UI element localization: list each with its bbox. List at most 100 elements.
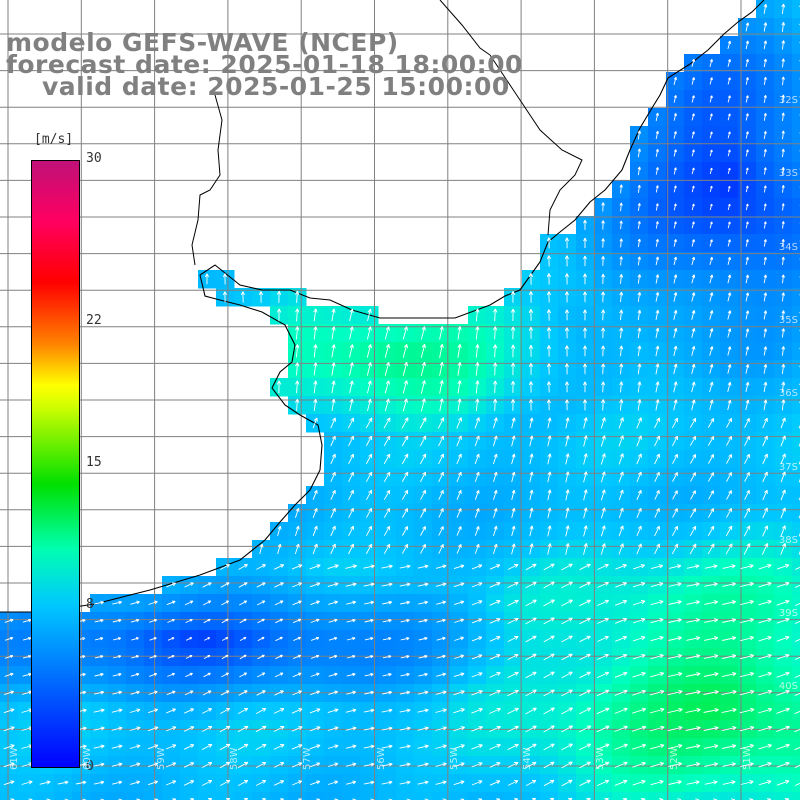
wind-arrow [677,798,682,800]
wind-arrow [703,672,719,677]
wind-arrow [190,798,195,800]
wind-arrow [401,471,409,483]
wind-arrow [438,435,444,447]
wind-arrow [366,326,372,340]
wind-arrow [596,707,610,715]
wind-arrow [745,256,749,266]
wind-arrow [776,635,790,642]
wind-arrow [381,582,393,587]
wind-arrow [565,543,570,555]
wind-arrow [673,185,677,193]
speed-cell [612,792,631,800]
wind-arrow [295,326,300,340]
wind-arrow [222,273,228,285]
wind-arrow [618,453,624,465]
wind-arrow [743,543,751,555]
wind-arrow [745,328,750,338]
wind-arrow [763,185,767,193]
wind-arrow [776,779,790,786]
wind-arrow [781,166,785,175]
wind-arrow [453,780,465,786]
wind-arrow [293,636,302,642]
wind-arrow [402,508,409,518]
wind-arrow [474,543,480,555]
wind-arrow [348,543,354,555]
wind-arrow [363,564,375,569]
lat-label: 39S [778,608,798,620]
wind-arrow [745,95,749,103]
lon-label: 53W [595,747,607,770]
wind-arrow [292,618,302,624]
wind-arrow [202,582,212,588]
wind-arrow [475,344,480,358]
wind-arrow [739,707,755,714]
wind-arrow [565,489,570,501]
wind-arrow [564,309,570,321]
wind-arrow [672,435,679,447]
wind-arrow [600,543,606,555]
wind-arrow [510,362,516,376]
wind-arrow [668,618,682,623]
wind-arrow [148,600,158,605]
wind-arrow [690,472,696,482]
speed-cell [432,792,451,800]
wind-arrow [597,635,609,642]
wind-arrow [366,380,372,394]
wind-arrow [511,417,516,429]
wind-arrow [529,471,534,483]
wind-arrow [709,310,714,320]
speed-cell [792,432,800,451]
wind-arrow [237,743,249,751]
wind-arrow [707,543,715,555]
wind-arrow [637,381,642,393]
wind-arrow [167,618,175,623]
speed-cell [792,486,800,505]
wind-arrow [565,525,570,537]
wind-arrow [618,525,624,537]
wind-arrow [632,600,646,606]
wind-arrow [722,564,736,569]
speed-cell [198,792,217,800]
wind-arrow [489,762,501,768]
wind-arrow [637,148,641,158]
wind-arrow [758,689,773,696]
speed-cell [792,36,800,55]
wind-arrow [277,543,282,555]
wind-arrow [667,725,683,732]
wind-arrow [330,543,336,555]
wind-arrow [273,708,285,714]
wind-arrow [583,453,588,465]
wind-arrow [457,326,462,340]
wind-arrow [166,690,176,696]
speed-cell [792,756,800,775]
lon-label: 52W [668,747,680,770]
wind-arrow [740,636,754,642]
wind-arrow [438,471,444,483]
wind-arrow [543,761,555,769]
wind-arrow [780,471,786,483]
wind-arrow [238,564,248,570]
wind-arrow [475,362,480,376]
speed-cell [792,774,800,793]
wind-arrow [420,380,426,394]
wind-arrow [3,780,15,786]
wind-arrow [456,508,462,518]
wind-arrow [637,363,642,375]
wind-arrow [399,726,411,731]
wind-arrow [600,417,606,429]
wind-arrow [295,380,300,394]
wind-arrow [364,636,374,641]
wind-arrow [328,690,339,695]
speed-cell [108,792,127,800]
wind-arrow [489,689,501,696]
wind-arrow [727,328,732,338]
wind-arrow [493,398,498,411]
wind-arrow [4,654,14,659]
wind-arrow [722,618,737,623]
speed-cell [342,792,361,800]
wind-arrow [238,600,248,606]
model-title: modelo GEFS-WAVE (NCEP) [6,28,399,57]
wind-arrow [507,725,519,733]
wind-arrow [762,471,768,483]
wind-arrow [619,238,623,248]
